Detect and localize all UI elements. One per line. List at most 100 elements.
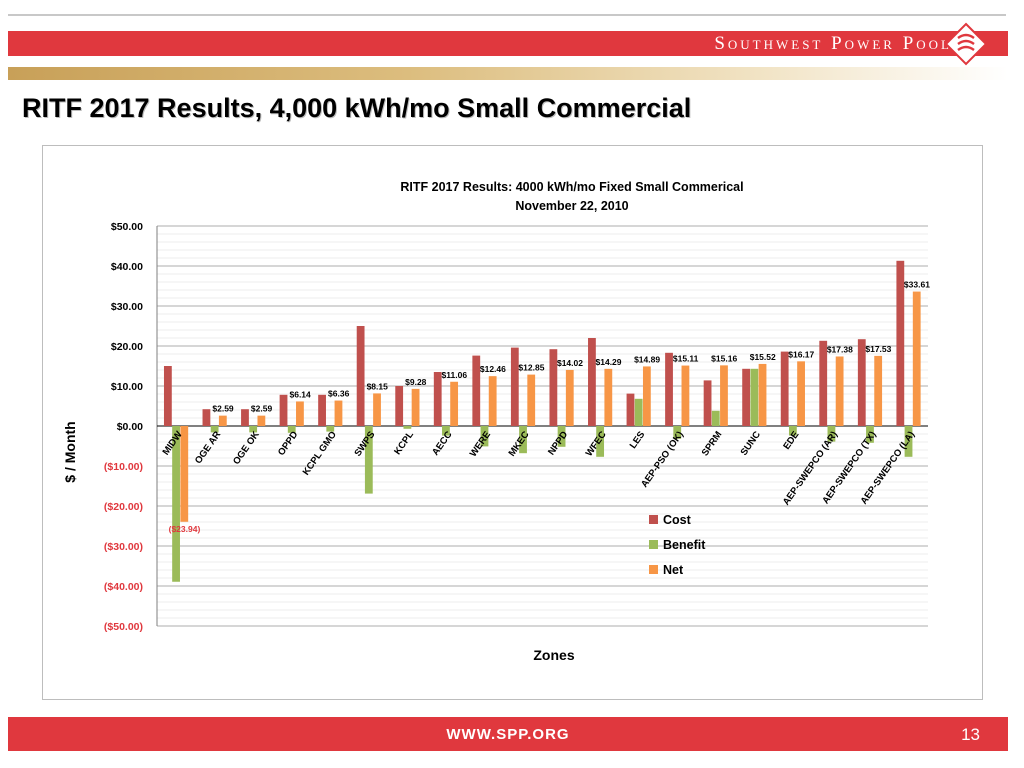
bar-benefit <box>249 426 258 433</box>
bar-chart: $50.00 $40.00 $30.00 $20.00 $10.00 $0.00 ($10.… <box>62 180 930 663</box>
bar-benefit <box>442 426 450 436</box>
brand-name: Southwest Power Pool <box>714 33 952 54</box>
data-label: $11.06 <box>442 370 468 380</box>
legend-swatch-net <box>649 565 658 574</box>
y-tick-label: $0.00 <box>117 421 143 433</box>
footer-band <box>8 717 1008 751</box>
bar-cost <box>510 347 519 426</box>
bar-cost <box>241 409 249 426</box>
data-label: $14.02 <box>557 358 583 368</box>
bar-net <box>565 369 574 426</box>
bar-net <box>758 363 767 426</box>
page-number: 13 <box>961 725 980 744</box>
bar-cost <box>819 340 828 426</box>
bar-cost <box>780 351 789 426</box>
bar-cost <box>896 260 905 426</box>
bar-benefit <box>750 368 759 426</box>
bar-net <box>642 366 651 426</box>
bar-benefit <box>287 426 296 433</box>
y-axis-title: $ / Month <box>62 421 78 482</box>
bar-net <box>681 365 690 426</box>
chart-title: RITF 2017 Results: 4000 kWh/mo Fixed Sma… <box>400 180 743 194</box>
category-label: KCPL <box>392 429 416 457</box>
data-label: $15.11 <box>673 354 699 364</box>
bar-cost <box>395 386 404 426</box>
category-label: SPRM <box>700 429 725 458</box>
bar-net <box>296 401 304 426</box>
bar-net <box>334 400 343 426</box>
bar-cost <box>665 352 673 426</box>
data-label: $17.53 <box>865 344 891 354</box>
bar-benefit <box>788 426 797 436</box>
bar-net <box>257 415 266 426</box>
category-label: KCPL GMO <box>301 429 339 477</box>
chart-container: $50.00 $40.00 $30.00 $20.00 $10.00 $0.00 ($10.… <box>42 145 983 700</box>
top-divider <box>8 14 1006 16</box>
bar-benefit <box>904 426 913 457</box>
bar-benefit <box>673 426 682 439</box>
bar-net <box>527 374 536 426</box>
data-label: $17.38 <box>827 344 853 354</box>
y-tick-label: ($20.00) <box>104 501 143 513</box>
data-label: $16.17 <box>788 349 814 359</box>
bar-net <box>488 376 497 426</box>
bar-net <box>373 393 381 426</box>
bar-cost <box>472 355 481 426</box>
bar-benefit <box>866 426 874 443</box>
legend-label-cost: Cost <box>663 513 692 527</box>
data-label: $14.89 <box>634 354 660 364</box>
bar-net <box>874 355 883 426</box>
bar-benefit <box>634 398 643 426</box>
x-axis-title: Zones <box>533 647 574 663</box>
data-label: ($23.94) <box>169 524 201 534</box>
bar-net <box>912 291 921 426</box>
category-label: OPPD <box>276 429 301 457</box>
bar-net <box>450 381 459 426</box>
y-tick-label: ($40.00) <box>104 581 143 593</box>
data-label: $2.59 <box>251 404 273 414</box>
bar-net <box>604 368 613 426</box>
data-label: $6.36 <box>328 389 350 399</box>
legend-label-benefit: Benefit <box>663 538 706 552</box>
data-label: $12.85 <box>518 363 544 373</box>
legend-label-net: Net <box>663 563 684 577</box>
category-label: OGE AR <box>193 429 223 466</box>
footer-url[interactable]: WWW.SPP.ORG <box>446 726 570 743</box>
category-label: AECC <box>430 429 455 457</box>
bar-benefit <box>172 426 180 582</box>
y-tick-label: $30.00 <box>111 301 143 313</box>
data-label: $15.52 <box>750 352 776 362</box>
category-label: OGE OK <box>231 429 262 467</box>
bar-benefit <box>519 426 527 454</box>
spp-logo-icon <box>944 22 988 66</box>
bar-cost <box>202 409 211 426</box>
y-tick-label: $10.00 <box>111 381 143 393</box>
data-label: $6.14 <box>289 389 311 399</box>
bar-net <box>411 388 420 426</box>
bar-benefit <box>827 426 836 442</box>
category-label: SUNC <box>739 429 764 457</box>
category-label: EDE <box>781 429 801 451</box>
data-label: $33.61 <box>904 280 930 290</box>
bar-benefit <box>403 426 412 429</box>
bar-cost <box>588 338 596 426</box>
gold-band <box>8 67 1008 80</box>
data-label: $15.16 <box>711 353 737 363</box>
legend-swatch-benefit <box>649 540 658 549</box>
data-label: $2.59 <box>212 404 234 414</box>
bar-cost <box>857 339 866 426</box>
y-tick-label: ($50.00) <box>104 621 143 633</box>
bar-cost <box>163 366 172 426</box>
bar-cost <box>318 394 326 426</box>
bar-cost <box>356 326 365 426</box>
bar-cost <box>626 393 635 426</box>
bar-cost <box>703 380 712 426</box>
bar-cost <box>433 372 442 426</box>
chart-subtitle: November 22, 2010 <box>515 199 628 213</box>
y-tick-label: $50.00 <box>111 221 143 233</box>
category-label: AEP-PSO (OK) <box>639 429 686 489</box>
bar-net <box>180 426 189 522</box>
bar-benefit <box>480 426 489 447</box>
legend-swatch-cost <box>649 515 658 524</box>
bar-net <box>835 356 844 426</box>
